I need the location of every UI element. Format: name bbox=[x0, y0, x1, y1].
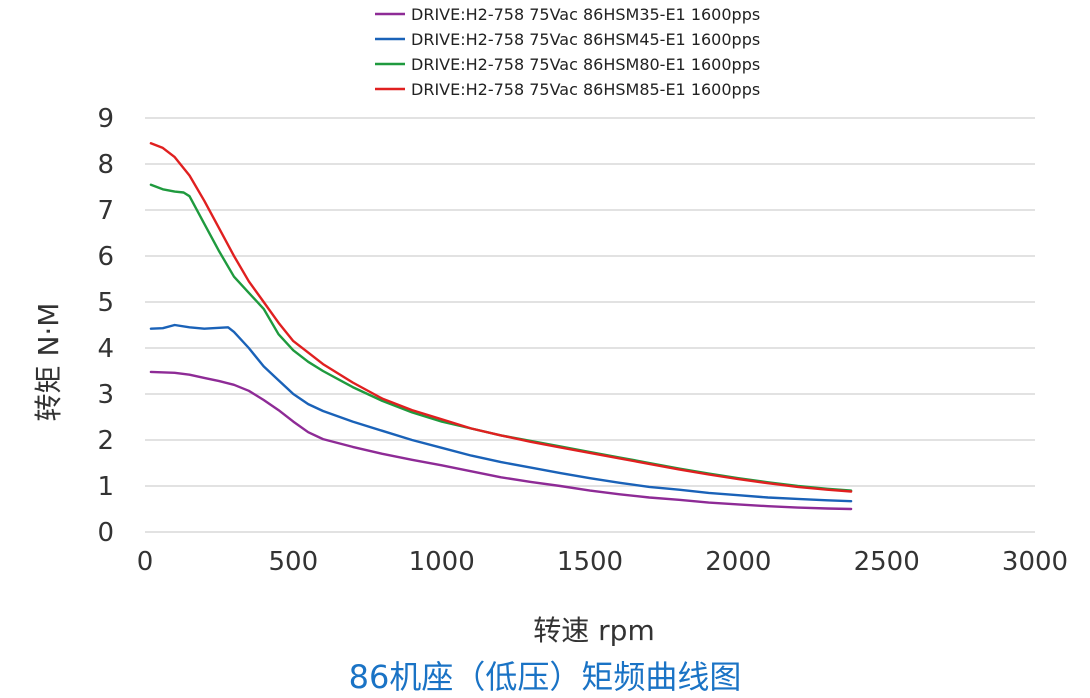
legend-label-3: DRIVE:H2-758 75Vac 86HSM80-E1 1600pps bbox=[411, 55, 760, 74]
y-tick-label: 9 bbox=[97, 104, 114, 134]
y-tick-label: 5 bbox=[97, 288, 114, 318]
gridlines bbox=[145, 117, 1035, 533]
y-tick-label: 4 bbox=[97, 334, 114, 364]
series-line-2 bbox=[149, 323, 853, 503]
x-tick-label: 3000 bbox=[1002, 547, 1068, 577]
legend: DRIVE:H2-758 75Vac 86HSM35-E1 1600pps DRI… bbox=[375, 5, 760, 99]
y-tick-label: 8 bbox=[97, 150, 114, 180]
y-axis-label: 转矩 N·M bbox=[32, 303, 65, 422]
series-line-3 bbox=[149, 183, 853, 492]
x-tick-label: 500 bbox=[269, 547, 319, 577]
series-lines bbox=[149, 142, 853, 511]
series-line-4 bbox=[149, 142, 853, 493]
legend-label-4: DRIVE:H2-758 75Vac 86HSM85-E1 1600pps bbox=[411, 80, 760, 99]
y-tick-label: 3 bbox=[97, 380, 114, 410]
x-tick-label: 2000 bbox=[705, 547, 771, 577]
x-tick-label: 0 bbox=[137, 547, 154, 577]
x-axis-label: 转速 rpm bbox=[533, 614, 654, 647]
y-tick-label: 2 bbox=[97, 426, 114, 456]
x-tick-label: 2500 bbox=[854, 547, 920, 577]
y-tick-label: 7 bbox=[97, 196, 114, 226]
chart-title: 86机座（低压）矩频曲线图 bbox=[349, 658, 742, 696]
y-tick-label: 0 bbox=[97, 518, 114, 548]
y-tick-label: 6 bbox=[97, 242, 114, 272]
x-axis-ticks: 0 500 1000 1500 2000 2500 3000 bbox=[137, 547, 1068, 577]
series-line-1 bbox=[149, 370, 853, 511]
x-tick-label: 1000 bbox=[409, 547, 475, 577]
legend-label-1: DRIVE:H2-758 75Vac 86HSM35-E1 1600pps bbox=[411, 5, 760, 24]
y-tick-label: 1 bbox=[97, 472, 114, 502]
x-tick-label: 1500 bbox=[557, 547, 623, 577]
legend-label-2: DRIVE:H2-758 75Vac 86HSM45-E1 1600pps bbox=[411, 30, 760, 49]
y-axis-ticks: 0 1 2 3 4 5 6 7 8 9 bbox=[97, 104, 114, 548]
